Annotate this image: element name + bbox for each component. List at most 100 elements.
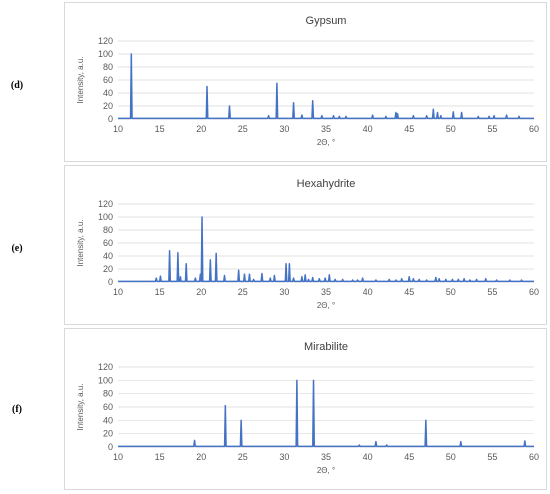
peak-point bbox=[244, 274, 245, 275]
y-tick-label: 80 bbox=[103, 62, 113, 72]
peak-point bbox=[238, 270, 239, 271]
peak-point bbox=[425, 420, 426, 421]
x-tick-label: 20 bbox=[196, 124, 206, 134]
peak-point bbox=[200, 274, 201, 275]
y-tick-label: 0 bbox=[108, 114, 113, 124]
mirabilite-chart-frame: Mirabilite 0 20 40 60 80 100 120 10 15 20 25 30 35 40 4… bbox=[64, 328, 547, 490]
y-axis-label: Intensity, a.u. bbox=[76, 57, 85, 104]
y-tick-label: 40 bbox=[103, 415, 113, 425]
peak-point bbox=[339, 116, 340, 117]
peak-point bbox=[452, 279, 453, 280]
x-tick-label: 10 bbox=[113, 452, 123, 462]
x-tick-label: 55 bbox=[487, 124, 497, 134]
peak-point bbox=[485, 278, 486, 279]
peak-point bbox=[419, 279, 420, 280]
y-tick-label: 20 bbox=[103, 264, 113, 274]
peak-point bbox=[413, 115, 414, 116]
peak-point bbox=[249, 274, 250, 275]
peak-point bbox=[395, 279, 396, 280]
x-tick-label: 35 bbox=[321, 452, 331, 462]
peak-point bbox=[389, 279, 390, 280]
peak-point bbox=[386, 444, 387, 445]
peak-point bbox=[426, 115, 427, 116]
peak-point bbox=[506, 115, 507, 116]
peak-point bbox=[301, 115, 302, 116]
peak-point bbox=[274, 275, 275, 276]
x-tick-label: 20 bbox=[196, 287, 206, 297]
peak-point bbox=[478, 116, 479, 117]
peak-point bbox=[413, 278, 414, 279]
peak-point bbox=[375, 279, 376, 280]
x-axis-label: 2Θ, ° bbox=[317, 466, 335, 475]
x-tick-label: 30 bbox=[279, 287, 289, 297]
peak-point bbox=[461, 112, 462, 113]
peak-point bbox=[160, 276, 161, 277]
peak-point bbox=[177, 252, 178, 253]
diffraction-series-line bbox=[118, 216, 534, 283]
peak-point bbox=[325, 278, 326, 279]
y-tick-label: 20 bbox=[103, 429, 113, 439]
peak-point bbox=[439, 278, 440, 279]
peak-point bbox=[156, 278, 157, 279]
y-tick-label: 100 bbox=[98, 49, 113, 59]
x-tick-label: 25 bbox=[238, 287, 248, 297]
peak-point bbox=[194, 440, 195, 441]
peak-point bbox=[180, 276, 181, 277]
peak-point bbox=[333, 115, 334, 116]
y-tick-label: 120 bbox=[98, 199, 113, 209]
peak-point bbox=[493, 115, 494, 116]
y-tick-label: 100 bbox=[98, 375, 113, 385]
peak-point bbox=[435, 277, 436, 278]
x-tick-label: 55 bbox=[487, 287, 497, 297]
peak-point bbox=[375, 441, 376, 442]
peak-point bbox=[357, 279, 358, 280]
x-tick-label: 10 bbox=[113, 287, 123, 297]
mirabilite-chart: Mirabilite 0 20 40 60 80 100 120 10 15 20 25 30 35 40 4… bbox=[76, 341, 539, 475]
y-axis-label: Intensity, a.u. bbox=[76, 220, 85, 267]
peak-point bbox=[445, 279, 446, 280]
y-tick-label: 60 bbox=[103, 402, 113, 412]
peak-point bbox=[440, 115, 441, 116]
x-tick-label: 20 bbox=[196, 452, 206, 462]
chart-title: Gypsum bbox=[306, 15, 347, 27]
peak-point bbox=[224, 275, 225, 276]
y-tick-label: 120 bbox=[98, 362, 113, 372]
peak-point bbox=[285, 263, 286, 264]
x-tick-label: 35 bbox=[321, 124, 331, 134]
peak-point bbox=[313, 380, 314, 381]
x-tick-label: 60 bbox=[529, 124, 539, 134]
y-tick-label: 20 bbox=[103, 101, 113, 111]
panel-letter-f: (f) bbox=[12, 404, 22, 415]
hexahydrite-chart: Hexahydrite 0 20 40 60 80 100 120 10 15 20 25 30 35 40… bbox=[76, 178, 539, 310]
peak-point bbox=[293, 102, 294, 103]
y-tick-label: 80 bbox=[103, 225, 113, 235]
x-tick-label: 15 bbox=[155, 452, 165, 462]
peak-point bbox=[476, 279, 477, 280]
x-tick-label: 25 bbox=[238, 452, 248, 462]
y-tick-label: 80 bbox=[103, 389, 113, 399]
peak-point bbox=[305, 274, 306, 275]
x-tick-label: 50 bbox=[446, 287, 456, 297]
peak-point bbox=[352, 279, 353, 280]
y-tick-label: 120 bbox=[98, 36, 113, 46]
peak-point bbox=[359, 444, 360, 445]
peak-point bbox=[433, 109, 434, 110]
peak-point bbox=[464, 278, 465, 279]
gypsum-chart-frame: Gypsum 0 20 40 60 80 100 120 10 15 20 25 30 35 40 45 50 5… bbox=[64, 2, 547, 162]
peak-point bbox=[169, 250, 170, 251]
peak-point bbox=[296, 380, 297, 381]
x-tick-label: 40 bbox=[363, 287, 373, 297]
peak-point bbox=[253, 279, 254, 280]
x-tick-label: 35 bbox=[321, 287, 331, 297]
y-tick-label: 60 bbox=[103, 75, 113, 85]
x-tick-label: 50 bbox=[446, 452, 456, 462]
peak-point bbox=[289, 263, 290, 264]
y-tick-label: 100 bbox=[98, 212, 113, 222]
peak-point bbox=[401, 278, 402, 279]
peak-point bbox=[312, 100, 313, 101]
y-axis-label: Intensity, a.u. bbox=[76, 384, 85, 431]
x-tick-label: 60 bbox=[529, 287, 539, 297]
x-tick-label: 25 bbox=[238, 124, 248, 134]
y-tick-label: 0 bbox=[108, 277, 113, 287]
peak-point bbox=[395, 112, 396, 113]
